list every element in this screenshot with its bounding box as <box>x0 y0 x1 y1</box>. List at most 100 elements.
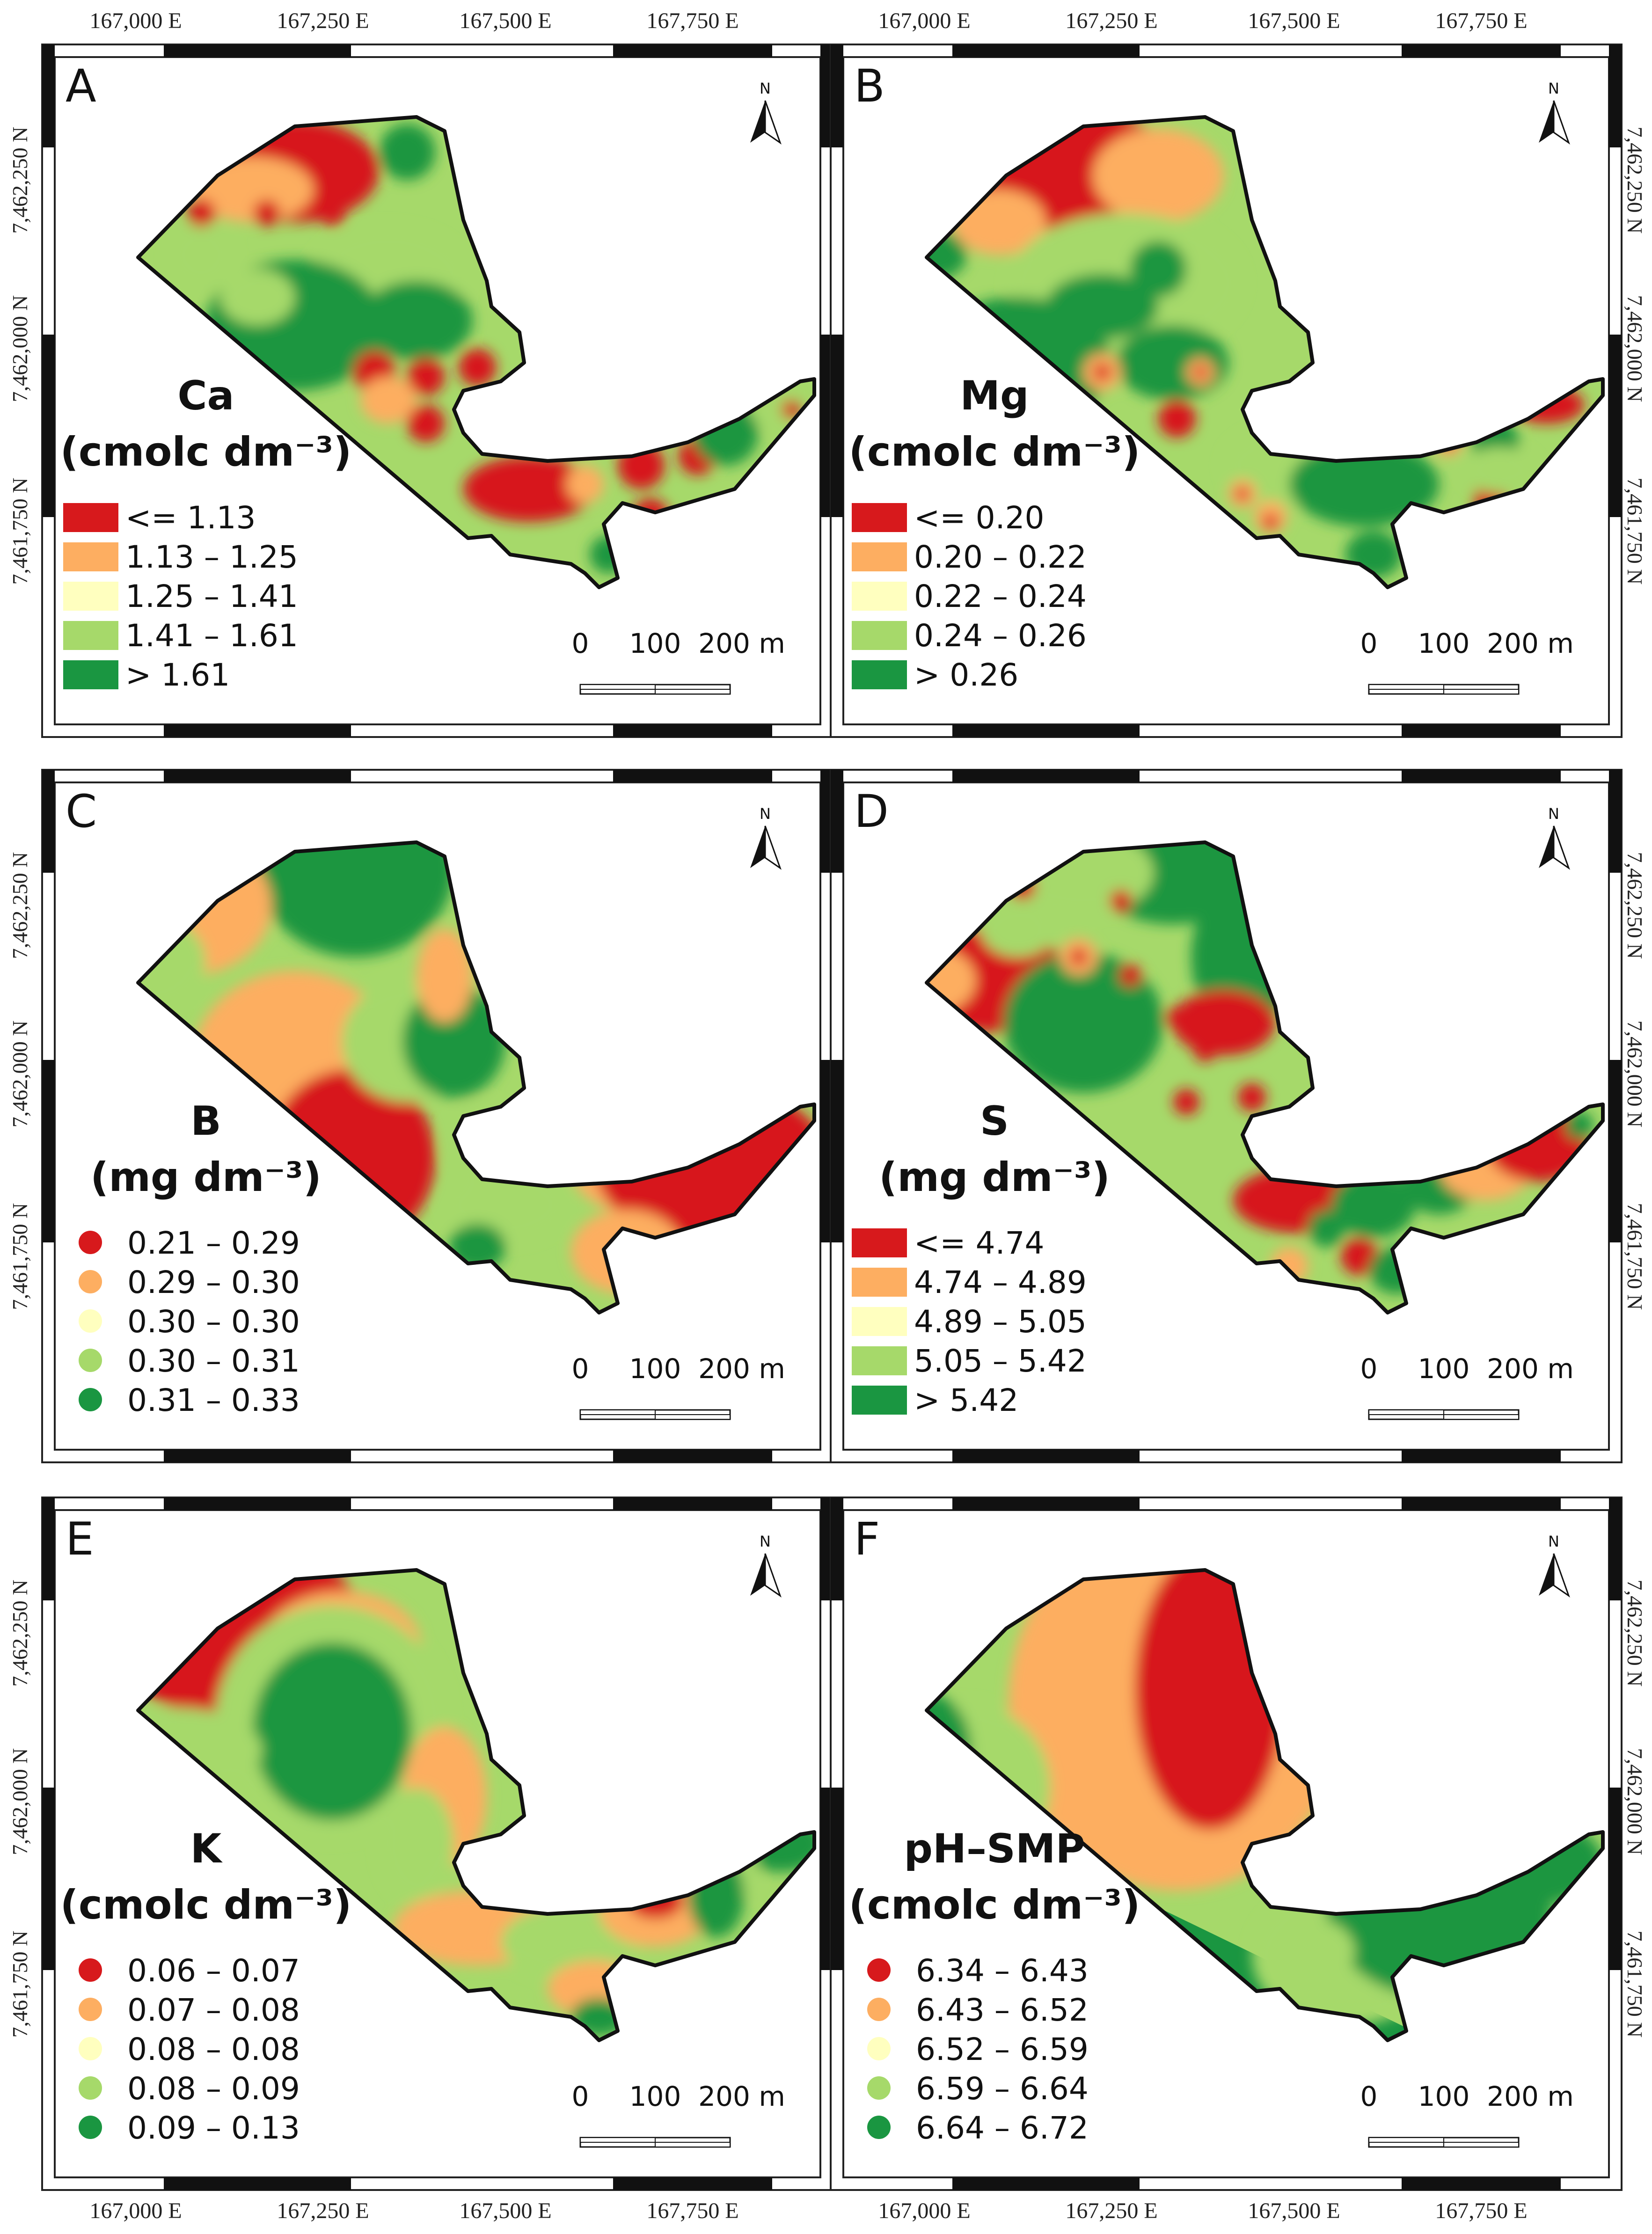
surface-zone <box>1158 400 1196 438</box>
frame-segment <box>952 1497 1140 1510</box>
frame-segment <box>164 1497 351 1510</box>
scale-label: 100 <box>1418 628 1470 659</box>
legend-swatch <box>852 660 907 689</box>
variable-unit: (mg dm⁻³) <box>90 1154 322 1201</box>
legend-label: 0.07 – 0.08 <box>127 1992 300 2028</box>
scale-bar-segment <box>580 2137 656 2143</box>
map-panels: A N Ca (cmolc dm⁻³) <= 1.131.13 – 1.251.25 –… <box>41 44 1623 2191</box>
north-arrow-shade <box>1553 1553 1570 1598</box>
scale-bar-segment <box>580 684 656 690</box>
frame-segment <box>1402 724 1561 737</box>
scale-bar-segment <box>1368 2137 1444 2143</box>
surface-zone <box>1119 964 1141 987</box>
frame-segment <box>1402 1450 1561 1462</box>
legend-swatch <box>852 1228 907 1257</box>
northing-label-left: 7,462,250 N <box>8 852 32 959</box>
easting-label-top: 167,500 E <box>1248 8 1340 33</box>
surface-zone <box>1130 241 1186 297</box>
surface-zone <box>379 124 435 180</box>
surface-zone <box>1462 447 1537 494</box>
legend-swatch <box>79 1388 102 1411</box>
frame-segment <box>831 1788 843 1970</box>
scale-label: 100 <box>629 1353 681 1385</box>
scale-bar-segment <box>1368 684 1444 690</box>
legend-label: 6.64 – 6.72 <box>916 2110 1089 2146</box>
northing-label-right: 7,461,750 N <box>1623 478 1647 585</box>
legend-label: 4.89 – 5.05 <box>914 1304 1087 1340</box>
northing-label-right: 7,462,000 N <box>1623 295 1647 402</box>
frame-segment <box>1609 1060 1622 1242</box>
north-label: N <box>1548 1533 1559 1550</box>
north-label: N <box>1548 80 1559 97</box>
map-panel-b: B N Mg (cmolc dm⁻³) <= 0.200.20 – 0.220.22 –… <box>830 44 1623 738</box>
legend-swatch <box>867 1958 891 1982</box>
scale-bar-segment <box>1368 1409 1444 1415</box>
easting-label-bottom: 167,000 E <box>89 2198 182 2223</box>
legend-label: 6.34 – 6.43 <box>916 1953 1089 1989</box>
north-arrow-shade <box>764 825 782 870</box>
north-arrow-icon: N <box>1539 80 1570 145</box>
surface-zone <box>980 901 1055 957</box>
scale-bar-segment <box>1443 1414 1519 1420</box>
easting-label-bottom: 167,000 E <box>878 2198 970 2223</box>
surface-zone <box>927 232 966 278</box>
legend-label: 0.30 – 0.31 <box>127 1343 300 1379</box>
surface-zone <box>407 405 445 442</box>
scale-label: 200 m <box>1487 2081 1574 2112</box>
surface-zone <box>1173 1089 1199 1115</box>
scale-label: 0 <box>1360 2081 1378 2112</box>
surface-zone <box>360 281 473 360</box>
frame-segment <box>1609 1497 1622 1600</box>
map-panel-c: C N B (mg dm⁻³) 0.21 – 0.290.29 – 0.30 0.30 –… <box>41 769 834 1463</box>
easting-label-top: 167,750 E <box>646 8 738 33</box>
scale-label: 100 <box>1418 1353 1470 1385</box>
north-arrow-icon: N <box>1539 805 1570 870</box>
scale-label: 100 <box>629 628 681 659</box>
surface-zone <box>360 377 417 423</box>
legend-swatch <box>79 1349 102 1372</box>
frame-segment <box>613 1450 772 1462</box>
frame-segment <box>42 770 55 873</box>
scale-label: 0 <box>572 628 589 659</box>
legend-swatch <box>79 1998 102 2021</box>
north-label: N <box>760 80 771 97</box>
scale-label: 200 m <box>1487 1353 1574 1385</box>
frame-segment <box>1609 1788 1622 1970</box>
scale-bar-segment <box>655 689 731 694</box>
easting-label-bottom: 167,750 E <box>1435 2198 1527 2223</box>
frame-segment <box>164 724 351 737</box>
legend-swatch <box>79 2037 102 2060</box>
surface-zone <box>927 948 976 1013</box>
frame-segment <box>42 1060 55 1242</box>
easting-label-top: 167,250 E <box>1065 8 1157 33</box>
north-arrow-shade <box>764 100 782 145</box>
frame-segment <box>42 44 55 147</box>
northing-label-left: 7,461,750 N <box>8 1931 32 2038</box>
surface-zones <box>168 119 800 573</box>
easting-label-bottom: 167,250 E <box>277 2198 369 2223</box>
scale-bar: 0 100 200 m <box>572 628 785 695</box>
scale-bar: 0 100 200 m <box>1360 2081 1574 2148</box>
legend-swatch <box>852 1346 907 1375</box>
surface-zone <box>187 199 215 227</box>
frame-segment <box>613 1497 772 1510</box>
frame-segment <box>831 335 843 517</box>
easting-label-top: 167,250 E <box>277 8 369 33</box>
frame-segment <box>164 770 351 782</box>
surface-zone <box>257 842 454 957</box>
variable-title: B <box>190 1098 221 1145</box>
northing-label-right: 7,462,250 N <box>1623 1580 1647 1687</box>
surface-zone <box>1172 990 1275 1055</box>
frame-segment <box>613 2177 772 2190</box>
surface-zone <box>220 269 295 325</box>
variable-title: pH–SMP <box>904 1825 1085 1872</box>
coordinate-labels: 167,000 E 167,250 E 167,500 E 167,750 E 167,… <box>8 8 1647 2223</box>
surface-zone <box>1263 514 1278 529</box>
frame-segment <box>1402 1497 1561 1510</box>
legend-label: 0.08 – 0.08 <box>127 2031 300 2067</box>
legend-label: 0.08 – 0.09 <box>127 2071 300 2107</box>
panel-letter: F <box>854 1513 880 1565</box>
scale-bar-segment <box>655 2142 731 2147</box>
map-panel-f: F NpH–SMP (cmolc dm⁻³) 6.34 – 6.436.43 – 6.… <box>830 1497 1623 2191</box>
easting-label-bottom: 167,500 E <box>459 2198 551 2223</box>
